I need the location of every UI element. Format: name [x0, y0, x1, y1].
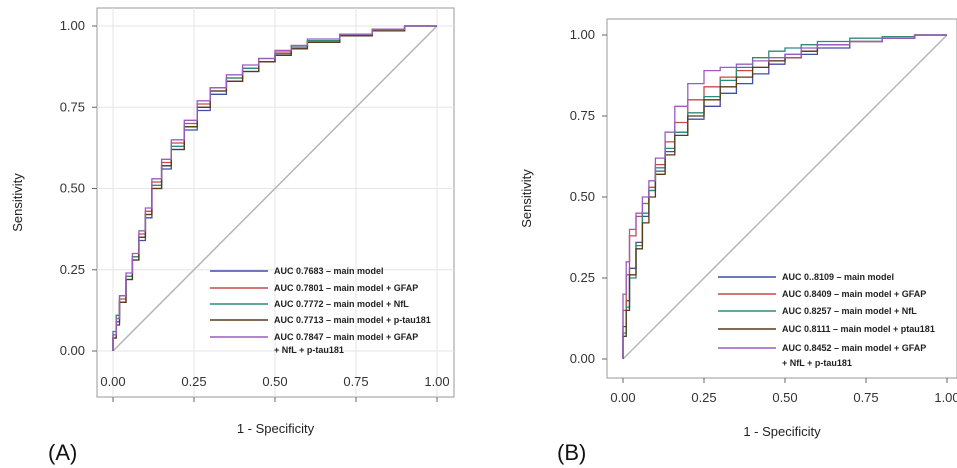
- y-tick-label: 0.75: [60, 99, 85, 114]
- x-tick-label: 0.25: [181, 374, 206, 389]
- legend-label: AUC 0.8452 – main model + GFAP + NfL + p-…: [782, 343, 926, 368]
- x-tick-label: 0.25: [691, 390, 716, 405]
- x-tick-label: 0.75: [853, 390, 878, 405]
- y-tick-label: 0.00: [60, 343, 85, 358]
- y-tick-label: 0.50: [60, 181, 85, 196]
- reference-diagonal-1: [622, 34, 948, 360]
- y-axis-label: Sensitivity: [10, 173, 25, 232]
- x-tick-label: 0.00: [610, 390, 635, 405]
- legend-label: AUC 0.7772 – main model + NfL: [274, 299, 409, 309]
- x-tick-label: 1.00: [424, 374, 449, 389]
- y-tick-label: 0.75: [570, 108, 595, 123]
- y-tick-label: 0.50: [570, 189, 595, 204]
- roc-curve-0-4: [112, 25, 437, 351]
- plot-frame-1: [606, 18, 957, 379]
- x-tick-label: 1.00: [934, 390, 957, 405]
- legend-label: AUC 0.7847 – main model + GFAP + NfL + p-…: [274, 332, 418, 355]
- roc-curve-1-4: [622, 34, 947, 359]
- x-tick-label: 0.75: [343, 374, 368, 389]
- legend-label: AUC 0.8111 – main model + ptau181: [782, 324, 935, 334]
- legend-label: AUC 0.7713 – main model + p-tau181: [274, 315, 431, 325]
- y-tick-label: 0.25: [60, 262, 85, 277]
- reference-diagonal-0: [112, 25, 438, 352]
- y-tick-label: 0.00: [570, 351, 595, 366]
- legend-label: AUC 0..8109 – main model: [782, 272, 894, 282]
- x-axis-label: 1 - Specificity: [743, 424, 821, 439]
- panel-label: (B): [557, 440, 586, 465]
- legend-label: AUC 0.7801 – main model + GFAP: [274, 283, 418, 293]
- y-tick-label: 1.00: [60, 18, 85, 33]
- x-tick-label: 0.00: [100, 374, 125, 389]
- x-tick-label: 0.50: [772, 390, 797, 405]
- legend-label: AUC 0.8257 – main model + NfL: [782, 306, 917, 316]
- panel-label: (A): [48, 440, 77, 465]
- y-tick-label: 0.25: [570, 270, 595, 285]
- x-axis-label: 1 - Specificity: [237, 421, 315, 436]
- x-tick-label: 0.50: [262, 374, 287, 389]
- legend-label: AUC 0.8409 – main model + GFAP: [782, 289, 926, 299]
- legend-label: AUC 0.7683 – main model: [274, 266, 384, 276]
- roc-curve-1-2: [622, 34, 947, 359]
- y-axis-label: Sensitivity: [519, 169, 534, 228]
- y-tick-label: 1.00: [570, 27, 595, 42]
